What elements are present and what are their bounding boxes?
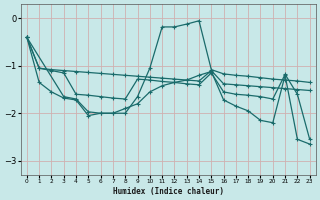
X-axis label: Humidex (Indice chaleur): Humidex (Indice chaleur)	[113, 187, 224, 196]
